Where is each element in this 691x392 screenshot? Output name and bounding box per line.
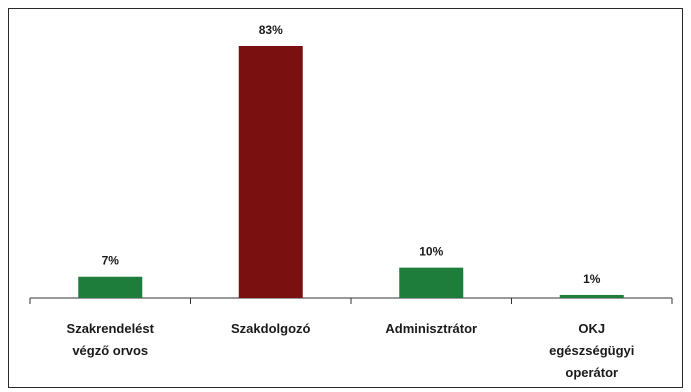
bar bbox=[559, 294, 624, 298]
bar bbox=[238, 46, 303, 298]
bar bbox=[78, 276, 143, 298]
data-label: 1% bbox=[583, 272, 601, 286]
category-label-line: OKJ bbox=[578, 321, 605, 336]
data-label: 83% bbox=[259, 23, 283, 37]
chart-frame bbox=[8, 8, 683, 388]
category-label: OKJ egészségügyi operátor bbox=[549, 321, 634, 380]
data-label: 7% bbox=[102, 254, 120, 268]
category-label: Szakdolgozó bbox=[231, 321, 311, 336]
category-label-line: végző orvos bbox=[72, 343, 148, 358]
category-label: Adminisztrátor bbox=[385, 321, 477, 336]
category-label-line: Szakrendelést bbox=[67, 321, 155, 336]
category-label-line: Adminisztrátor bbox=[385, 321, 477, 336]
data-label: 10% bbox=[419, 245, 443, 259]
category-label: Szakrendelést végző orvos bbox=[67, 321, 155, 358]
bar bbox=[399, 267, 464, 298]
category-label-line: Szakdolgozó bbox=[231, 321, 311, 336]
category-label-line: operátor bbox=[565, 365, 618, 380]
category-label-line: egészségügyi bbox=[549, 343, 634, 358]
